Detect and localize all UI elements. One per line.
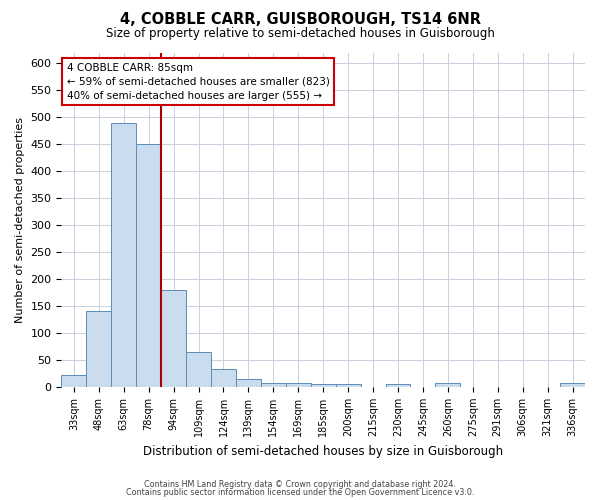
Text: 4 COBBLE CARR: 85sqm
← 59% of semi-detached houses are smaller (823)
40% of semi: 4 COBBLE CARR: 85sqm ← 59% of semi-detac… <box>67 62 329 100</box>
X-axis label: Distribution of semi-detached houses by size in Guisborough: Distribution of semi-detached houses by … <box>143 444 503 458</box>
Text: Contains public sector information licensed under the Open Government Licence v3: Contains public sector information licen… <box>126 488 474 497</box>
Bar <box>111 122 136 387</box>
Bar <box>436 383 460 387</box>
Bar <box>311 384 335 387</box>
Bar <box>61 375 86 387</box>
Y-axis label: Number of semi-detached properties: Number of semi-detached properties <box>15 116 25 322</box>
Bar <box>236 379 261 387</box>
Bar <box>86 312 111 387</box>
Bar <box>261 382 286 387</box>
Bar <box>286 382 311 387</box>
Bar <box>335 384 361 387</box>
Text: Size of property relative to semi-detached houses in Guisborough: Size of property relative to semi-detach… <box>106 28 494 40</box>
Bar <box>386 384 410 387</box>
Text: 4, COBBLE CARR, GUISBOROUGH, TS14 6NR: 4, COBBLE CARR, GUISBOROUGH, TS14 6NR <box>119 12 481 28</box>
Bar <box>560 383 585 387</box>
Bar <box>186 352 211 387</box>
Bar <box>161 290 186 387</box>
Text: Contains HM Land Registry data © Crown copyright and database right 2024.: Contains HM Land Registry data © Crown c… <box>144 480 456 489</box>
Bar <box>136 144 161 387</box>
Bar <box>211 369 236 387</box>
